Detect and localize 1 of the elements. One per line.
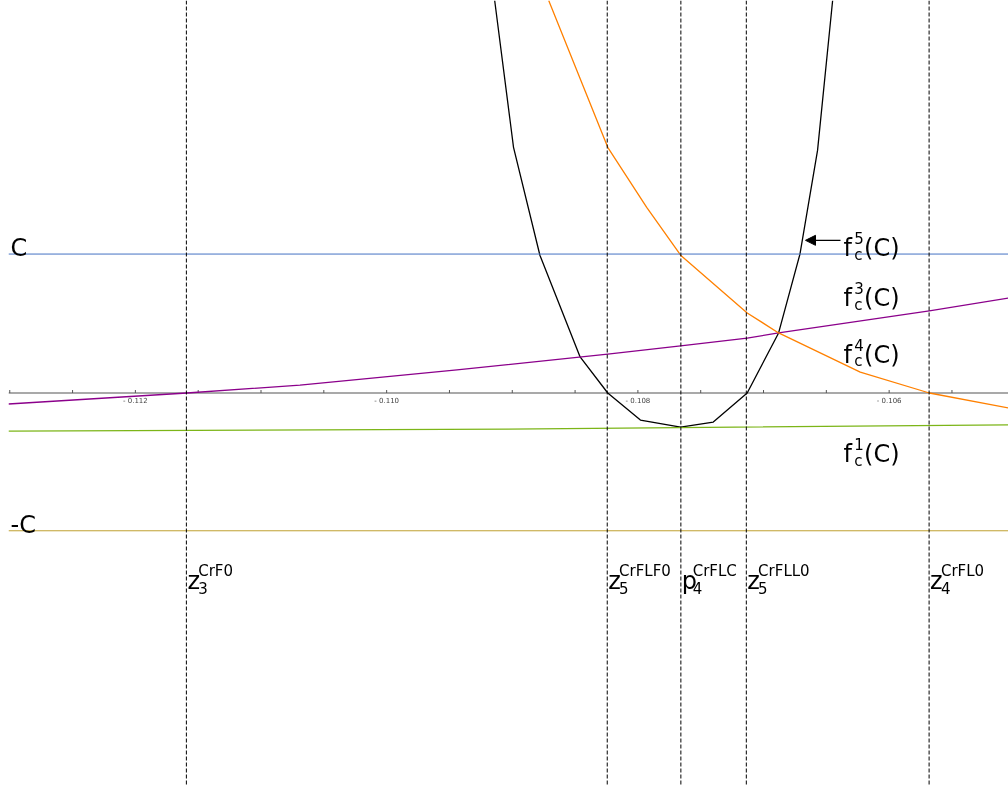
ref-line-label: C (10, 234, 28, 263)
